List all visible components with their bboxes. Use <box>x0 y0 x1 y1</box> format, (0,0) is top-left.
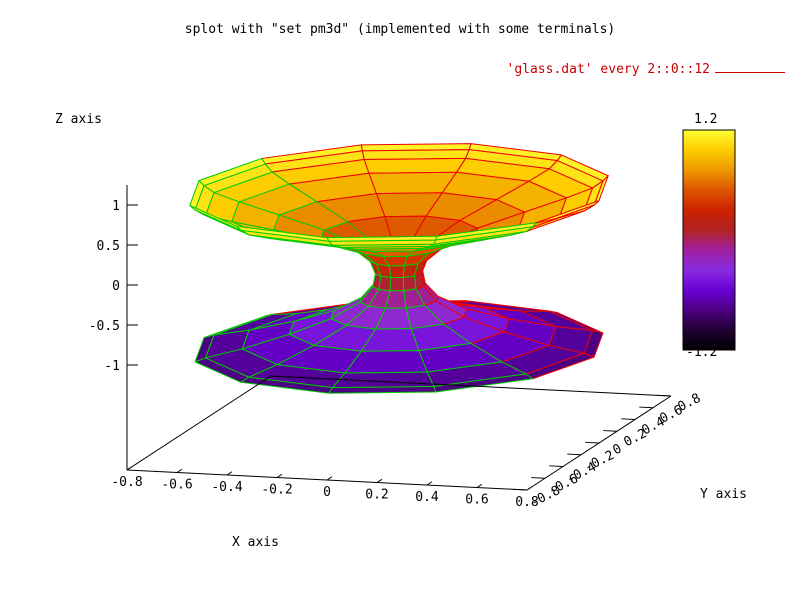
x-tick <box>476 483 483 488</box>
x-tick-label: 0.4 <box>415 490 439 505</box>
legend-entry-label: 'glass.dat' every 2::0::12 <box>506 62 711 77</box>
z-tick-label: 1 <box>112 199 120 214</box>
x-tick <box>426 481 433 486</box>
y-tick <box>549 465 564 467</box>
colorbar-frame <box>682 129 736 351</box>
surface-facet <box>389 276 405 292</box>
floor-back-edge <box>270 375 672 397</box>
x-tick <box>226 471 233 476</box>
x-tick-label: 0.6 <box>465 493 488 508</box>
y-tick <box>585 441 600 444</box>
z-tick-label: -0.5 <box>89 319 120 334</box>
x-tick <box>126 466 133 471</box>
surface-facet <box>326 235 438 242</box>
z-tick-label: 0.5 <box>97 239 120 254</box>
y-tick <box>639 406 654 409</box>
surface-facet <box>363 157 467 174</box>
x-tick-label: 0.2 <box>365 488 388 503</box>
x-axis-title: X axis <box>232 535 279 550</box>
y-tick <box>603 430 618 432</box>
colorbar-max-label: 1.2 <box>694 112 718 127</box>
x-tick-label: -0.4 <box>211 480 242 495</box>
page-title: splot with "set pm3d" (implemented with … <box>184 22 616 37</box>
x-tick <box>276 473 283 478</box>
colorbar-gradient <box>683 130 735 350</box>
y-tick <box>621 418 636 420</box>
surface-facet <box>328 385 437 394</box>
y-axis-title: Y axis <box>700 487 747 502</box>
floor-left-edge <box>126 375 272 471</box>
z-tick-label: 0 <box>112 279 120 294</box>
y-tick-label: 0.8 <box>676 391 704 415</box>
surface-3d <box>189 143 609 394</box>
surface-facet <box>194 357 250 383</box>
x-tick <box>376 478 383 483</box>
legend-line-sample <box>715 72 785 73</box>
x-tick-label: -0.2 <box>261 483 292 498</box>
surface-facet <box>388 265 405 278</box>
y-tick <box>531 477 546 479</box>
x-tick-label: -0.6 <box>161 478 192 493</box>
y-tick <box>567 453 582 456</box>
y-tick <box>513 488 528 491</box>
x-tick-label: 0 <box>323 485 331 500</box>
surface-facet <box>368 171 458 195</box>
y-tick-label: -0.2 <box>582 448 617 476</box>
surface-facet <box>189 204 242 231</box>
x-tick <box>326 476 333 481</box>
colorbar <box>682 129 736 351</box>
x-tick <box>176 468 183 473</box>
surface-facet <box>402 275 417 292</box>
y-tick <box>657 394 672 397</box>
z-axis-title: Z axis <box>55 112 102 127</box>
x-tick-label: 0.8 <box>515 495 538 510</box>
x-tick-label: -0.8 <box>111 475 142 490</box>
x-tick <box>526 486 533 491</box>
z-tick-label: -1 <box>104 359 120 374</box>
